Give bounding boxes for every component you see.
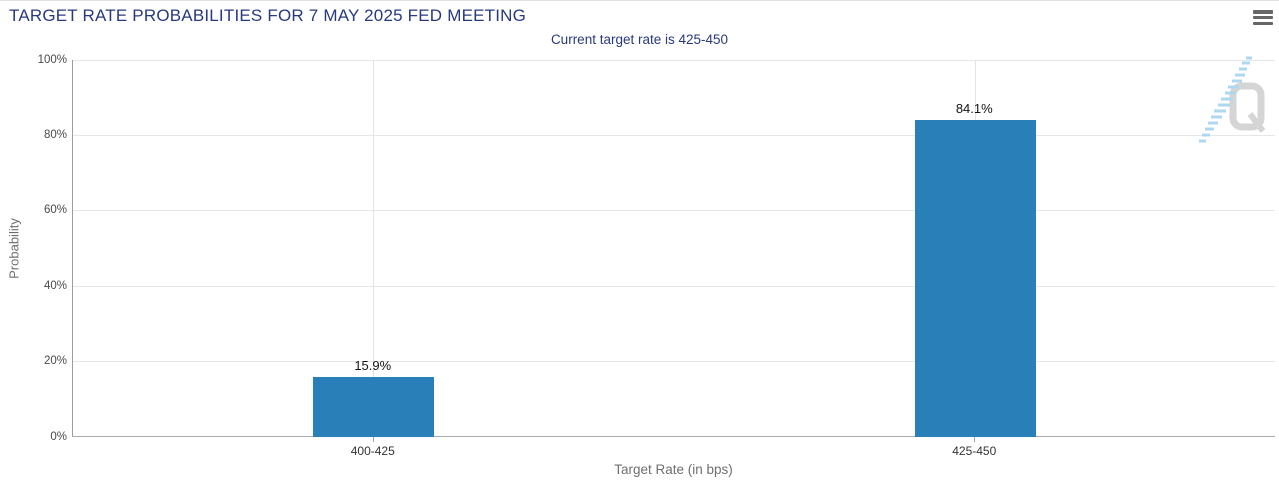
- y-tick-label: 0%: [50, 430, 67, 443]
- chart-subtitle: Current target rate is 425-450: [550, 32, 729, 47]
- bar-value-label: 84.1%: [955, 100, 993, 116]
- bar-value-label: 15.9%: [354, 358, 392, 374]
- bar-425-450[interactable]: [914, 119, 1036, 437]
- bar-400-425[interactable]: [313, 377, 435, 437]
- x-tick-label: 400-425: [350, 444, 395, 458]
- x-tick-label: 425-450: [952, 444, 997, 458]
- h-gridline: [73, 210, 1275, 212]
- x-axis-title: Target Rate (in bps): [614, 462, 733, 477]
- y-tick-label: 80%: [43, 128, 67, 141]
- h-gridline: [73, 134, 1275, 136]
- chart-title: TARGET RATE PROBABILITIES FOR 7 MAY 2025…: [9, 6, 527, 25]
- quikstrike-watermark-icon: [1195, 51, 1279, 146]
- y-tick-label: 100%: [37, 53, 67, 66]
- v-gridline: [373, 60, 375, 436]
- y-axis-title: Probability: [6, 218, 22, 279]
- y-tick-label: 20%: [43, 355, 67, 368]
- y-tick-label: 60%: [43, 204, 67, 217]
- h-gridline: [73, 59, 1275, 61]
- menu-bar: [1253, 10, 1273, 14]
- menu-bar: [1253, 15, 1273, 20]
- x-tick-mark: [372, 437, 374, 442]
- x-tick-mark: [974, 437, 976, 442]
- y-tick-label: 40%: [43, 279, 67, 292]
- watermark-diagonal-dashes-icon: [1199, 56, 1252, 143]
- h-gridline: [73, 285, 1275, 287]
- h-gridline: [73, 361, 1275, 363]
- plot-area: [72, 59, 1275, 437]
- menu-icon[interactable]: [1253, 10, 1273, 25]
- menu-bar: [1253, 21, 1273, 25]
- watermark-q-letter-icon: [1229, 82, 1266, 133]
